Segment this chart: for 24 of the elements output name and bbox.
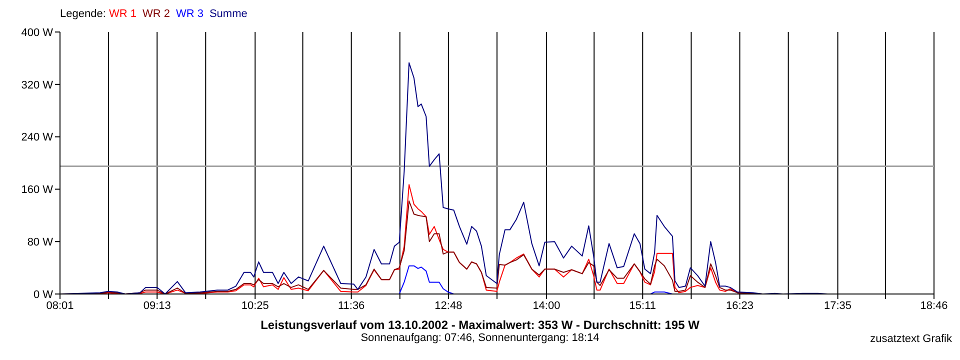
text: Sonnenaufgang: 07:46, Sonnenuntergang: 18:14 xyxy=(360,332,600,344)
x-tick-label: 14:00 xyxy=(532,300,560,312)
y-tick-label: 160 W xyxy=(21,184,54,196)
legend-title: Legende: xyxy=(60,8,107,20)
x-tick-label: 17:35 xyxy=(824,300,852,312)
text: Summe xyxy=(209,8,248,20)
y-tick-label: 400 W xyxy=(21,26,54,39)
x-tick-label: 15:11 xyxy=(629,300,656,312)
text: WR 1 xyxy=(108,8,136,20)
text: zusatztext Grafik xyxy=(870,333,952,345)
y-tick-label: 320 W xyxy=(21,79,54,92)
x-tick-label: 09:13 xyxy=(143,300,171,312)
y-tick-label: 240 W xyxy=(21,132,54,144)
y-tick-label: 80 W xyxy=(27,236,54,249)
x-tick-label: 16:23 xyxy=(726,300,754,312)
y-tick-label: 0 W xyxy=(33,288,54,301)
x-tick-label: 08:01 xyxy=(46,300,74,312)
text: WR 3 xyxy=(176,8,204,20)
text: WR 2 xyxy=(142,8,170,20)
x-tick-label: 10:25 xyxy=(241,300,269,312)
x-tick-label: 12:48 xyxy=(434,300,462,312)
x-tick-label: 11:36 xyxy=(338,300,365,312)
x-tick-label: 18:46 xyxy=(920,300,948,312)
text: Leistungsverlauf vom 13.10.2002 - Maximalwert: 353 W - Durchschnitt: 195 W xyxy=(260,318,700,332)
